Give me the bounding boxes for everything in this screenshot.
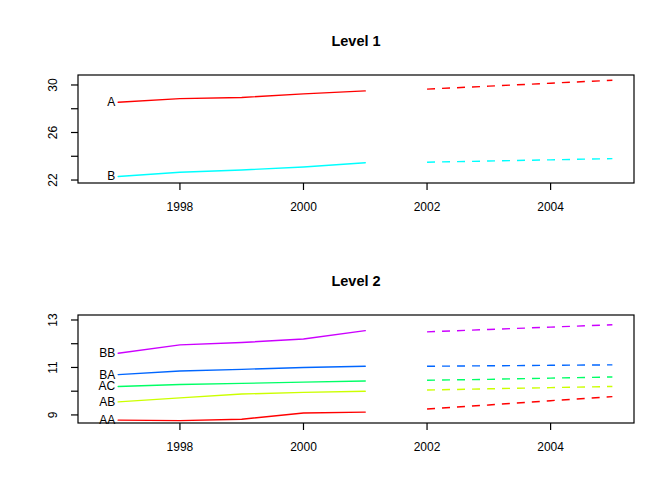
- y-axis-tick-label: 22: [46, 173, 60, 187]
- series-line-AA-forecast: [427, 397, 612, 409]
- chart-title: Level 2: [331, 273, 380, 289]
- series-label-BB: BB: [99, 346, 115, 360]
- series-line-AC-forecast: [427, 377, 612, 380]
- x-axis-tick-label: 2000: [290, 200, 317, 214]
- x-axis-tick-label: 2004: [537, 440, 564, 454]
- chart-title: Level 1: [331, 33, 380, 49]
- series-line-BB-history: [118, 331, 365, 354]
- series-line-AA-history: [118, 412, 365, 421]
- x-axis-tick-label: 2004: [537, 200, 564, 214]
- y-axis-tick-label: 30: [46, 78, 60, 92]
- series-line-BA-forecast: [427, 365, 612, 366]
- x-axis-tick-label: 2002: [414, 200, 441, 214]
- series-label-AB: AB: [99, 395, 115, 409]
- y-axis-tick-label: 9: [46, 411, 60, 418]
- x-axis-tick-label: 2002: [414, 440, 441, 454]
- series-label-AA: AA: [99, 413, 115, 427]
- y-axis-tick-label: 11: [46, 361, 60, 374]
- series-line-BB-forecast: [427, 325, 612, 332]
- plot-box: [78, 315, 634, 423]
- series-label-A: A: [107, 95, 115, 109]
- series-line-AB-history: [118, 391, 365, 402]
- x-axis-tick-label: 1998: [167, 200, 194, 214]
- series-line-B-forecast: [427, 159, 612, 163]
- chart-panel-level-2: Level 2199820002002200491113BBBAACABAA: [0, 240, 672, 480]
- level-1-chart: Level 1 1998 2000 2002 2004 22 26 30 A B: [0, 0, 672, 240]
- series-line-B-history: [118, 163, 365, 177]
- x-axis-tick-label: 1998: [167, 440, 194, 454]
- chart-panel-level-1: Level 1 1998 2000 2002 2004 22 26 30 A B: [0, 0, 672, 240]
- series-label-AC: AC: [98, 379, 115, 393]
- series-label-B: B: [107, 169, 115, 183]
- series-line-AB-forecast: [427, 386, 612, 390]
- y-axis-tick-label: 26: [46, 126, 60, 140]
- series-line-A-forecast: [427, 80, 612, 89]
- x-axis-tick-label: 2000: [290, 440, 317, 454]
- series-line-A-history: [118, 91, 365, 102]
- series-line-AC-history: [118, 381, 365, 386]
- level-2-chart: Level 2199820002002200491113BBBAACABAA: [0, 240, 672, 480]
- series-line-BA-history: [118, 366, 365, 374]
- figure-canvas: Level 11998200020022004222630AB Level 21…: [0, 0, 672, 480]
- y-axis-tick-label: 13: [46, 313, 60, 327]
